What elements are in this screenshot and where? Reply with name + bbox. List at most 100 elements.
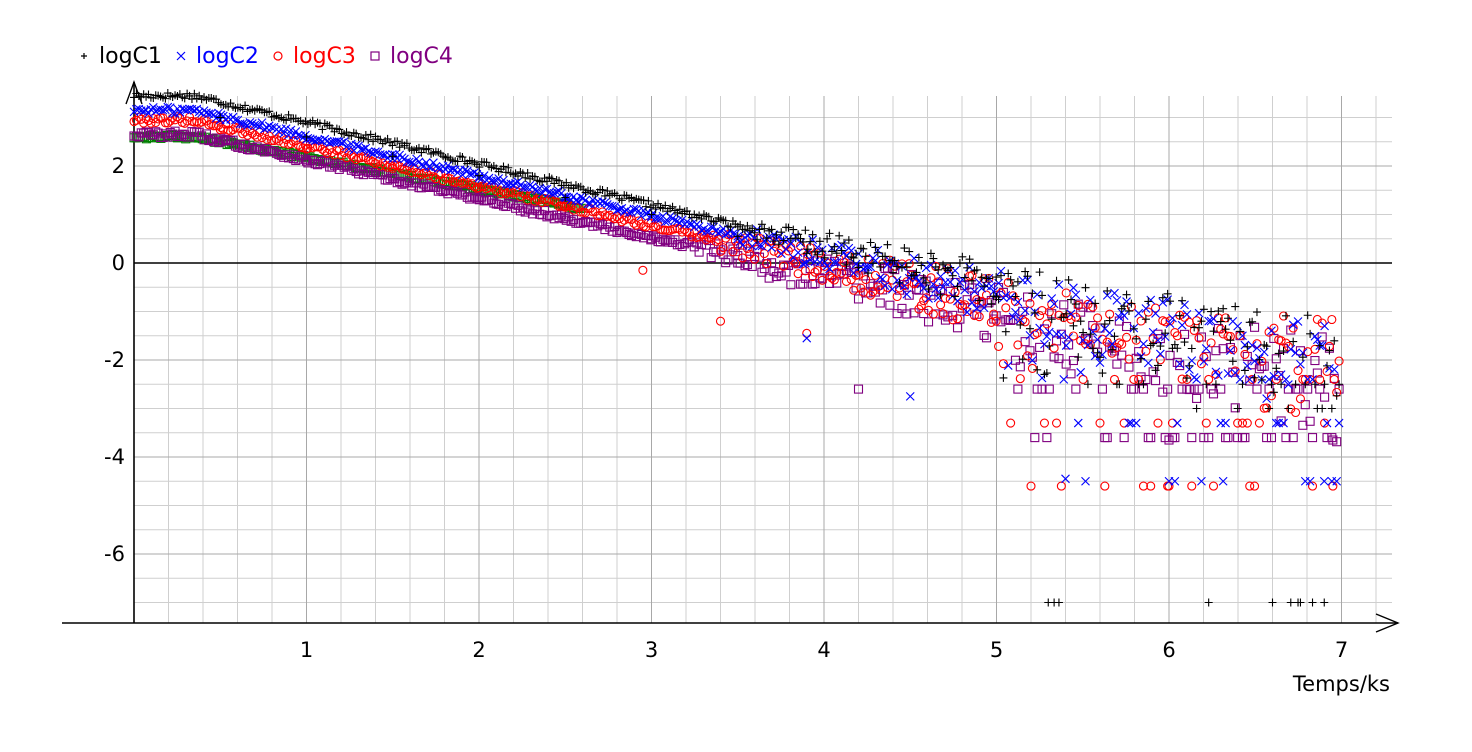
data-point xyxy=(1045,341,1054,350)
data-point xyxy=(1127,299,1136,308)
legend-label: logC3 xyxy=(293,44,356,69)
data-point xyxy=(1164,481,1174,491)
data-point xyxy=(231,115,240,125)
data-point xyxy=(798,279,808,289)
data-point xyxy=(1156,342,1165,351)
data-point xyxy=(1061,341,1071,350)
data-point xyxy=(1100,320,1109,329)
data-point xyxy=(1018,306,1028,316)
data-point xyxy=(552,187,562,197)
data-point xyxy=(881,252,890,261)
data-point xyxy=(573,197,583,206)
data-point xyxy=(1325,346,1334,355)
data-point xyxy=(578,217,588,227)
data-point xyxy=(750,254,760,264)
data-point xyxy=(262,143,272,154)
data-point xyxy=(923,317,934,327)
data-point xyxy=(1027,363,1037,373)
data-point xyxy=(823,234,832,243)
data-point xyxy=(1054,354,1064,364)
data-point xyxy=(738,253,748,263)
data-point xyxy=(858,264,868,274)
data-point xyxy=(615,204,624,214)
data-point xyxy=(547,188,557,198)
data-point xyxy=(842,260,851,269)
data-point xyxy=(1233,404,1242,413)
cross-icon xyxy=(176,51,186,61)
x-axis-title: Temps/ks xyxy=(1292,672,1390,696)
data-point xyxy=(1112,359,1122,369)
data-point xyxy=(1027,355,1037,365)
data-point xyxy=(1081,476,1090,486)
data-point xyxy=(1112,342,1122,352)
data-point xyxy=(655,237,666,247)
data-point xyxy=(1197,476,1206,486)
data-point xyxy=(829,257,839,267)
data-point xyxy=(1320,418,1330,428)
data-point xyxy=(282,116,291,125)
data-point xyxy=(1194,384,1204,394)
data-point xyxy=(542,177,551,186)
data-point xyxy=(1216,384,1226,394)
data-point xyxy=(318,125,327,134)
data-point xyxy=(953,282,962,291)
data-point xyxy=(163,102,173,112)
data-point xyxy=(1141,346,1151,356)
data-point xyxy=(697,214,706,223)
data-point xyxy=(1305,476,1315,486)
data-point xyxy=(1170,433,1180,443)
data-point xyxy=(1286,325,1296,335)
data-point xyxy=(980,282,989,291)
data-point xyxy=(861,252,870,261)
data-point xyxy=(344,147,354,157)
data-point xyxy=(416,160,426,170)
data-point xyxy=(172,112,183,122)
data-point xyxy=(890,256,899,265)
data-point xyxy=(395,176,405,187)
data-point xyxy=(825,264,834,274)
data-point xyxy=(936,290,945,299)
data-point xyxy=(1042,369,1051,378)
data-point xyxy=(963,263,972,272)
data-point xyxy=(844,236,853,245)
data-point xyxy=(1238,380,1247,389)
series-logC1 xyxy=(130,89,1344,607)
data-point xyxy=(337,160,347,170)
data-point xyxy=(1262,394,1272,404)
data-point xyxy=(250,144,260,155)
data-point xyxy=(1250,481,1260,491)
data-point xyxy=(1192,375,1201,384)
data-point xyxy=(1132,334,1141,343)
data-point xyxy=(462,177,472,187)
data-point xyxy=(301,156,312,166)
data-point xyxy=(1032,290,1042,299)
data-point xyxy=(361,166,371,176)
data-point xyxy=(180,94,189,103)
data-point xyxy=(1088,320,1098,331)
data-point xyxy=(1158,387,1168,397)
data-point xyxy=(1243,342,1252,351)
data-point xyxy=(1035,311,1045,321)
data-point xyxy=(852,249,861,258)
data-point xyxy=(332,137,342,146)
data-point xyxy=(404,157,414,167)
data-point xyxy=(644,196,653,205)
data-point xyxy=(1008,315,1018,325)
data-point xyxy=(975,296,984,305)
data-point xyxy=(1175,361,1185,371)
data-point xyxy=(388,152,397,161)
data-point xyxy=(1085,295,1095,305)
data-point xyxy=(1211,380,1220,389)
data-point xyxy=(820,253,829,262)
data-point xyxy=(1025,298,1035,309)
data-point xyxy=(257,145,267,155)
data-point xyxy=(139,106,149,116)
data-point xyxy=(1023,272,1032,281)
data-point xyxy=(902,309,912,319)
data-point xyxy=(241,101,250,110)
data-point xyxy=(631,232,641,242)
data-point xyxy=(1062,309,1071,318)
data-point xyxy=(504,163,513,172)
data-point xyxy=(786,280,796,290)
data-point xyxy=(1318,404,1327,413)
